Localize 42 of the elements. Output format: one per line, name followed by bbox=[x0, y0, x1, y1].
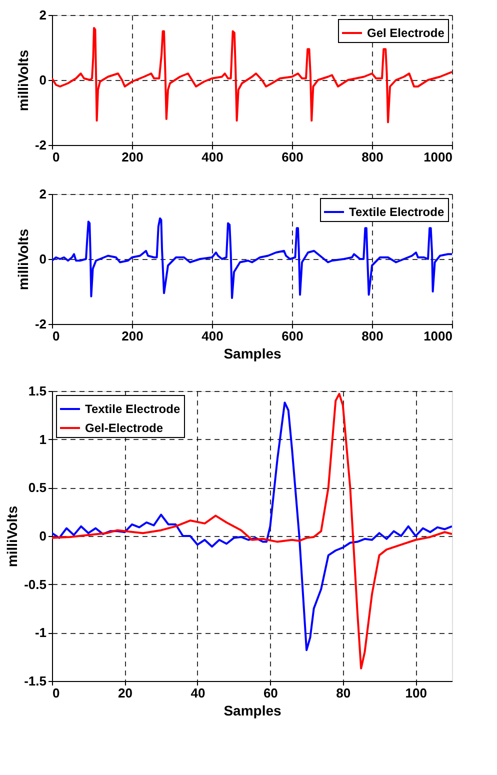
line-series bbox=[52, 27, 452, 124]
x-tick-label: 20 bbox=[118, 686, 132, 700]
x-tick-label: 600 bbox=[282, 150, 304, 164]
y-axis-title: milliVolts bbox=[14, 228, 31, 290]
y-tick-label: 1.5 bbox=[28, 384, 46, 398]
y-tick-label: 2 bbox=[39, 8, 46, 22]
x-tick-label: 40 bbox=[190, 686, 206, 700]
y-tick-label: -1.5 bbox=[24, 674, 46, 688]
x-tick-label: 400 bbox=[202, 150, 224, 164]
x-tick-label: 1000 bbox=[424, 328, 452, 344]
x-tick-label: 800 bbox=[362, 328, 384, 344]
y-tick-label: -0.5 bbox=[24, 576, 46, 592]
y-axis-title: milliVolts bbox=[14, 50, 31, 112]
y-tick-label: -2 bbox=[34, 316, 46, 332]
y-axis-title: milliVolts bbox=[4, 506, 20, 568]
x-tick-label: 80 bbox=[336, 686, 351, 700]
y-tick-label: 1 bbox=[39, 432, 46, 447]
legend-label: Textile Electrode bbox=[349, 205, 444, 219]
x-tick-label: 0 bbox=[52, 150, 60, 164]
y-tick-label: 2 bbox=[39, 186, 46, 202]
x-tick-label: 200 bbox=[122, 150, 144, 164]
x-tick-label: 60 bbox=[263, 686, 278, 700]
x-tick-label: 100 bbox=[405, 686, 427, 700]
x-tick-label: 400 bbox=[202, 328, 224, 344]
x-tick-label: 0 bbox=[52, 686, 60, 700]
y-tick-label: -1 bbox=[34, 625, 46, 640]
y-tick-label: 0.5 bbox=[28, 480, 46, 496]
y-tick-label: 0 bbox=[39, 72, 46, 88]
x-tick-label: 800 bbox=[362, 150, 384, 164]
legend-label: Textile Electrode bbox=[85, 402, 180, 416]
x-axis-title: Samples bbox=[224, 346, 282, 362]
line-series bbox=[52, 217, 452, 299]
x-tick-label: 200 bbox=[122, 328, 144, 344]
y-tick-label: 0 bbox=[39, 528, 46, 544]
x-tick-label: 0 bbox=[52, 328, 60, 344]
x-tick-label: 1000 bbox=[424, 150, 452, 164]
x-axis-title: Samples bbox=[224, 702, 282, 718]
x-tick-label: 600 bbox=[282, 328, 304, 344]
legend-label: Gel Electrode bbox=[367, 26, 445, 40]
legend-label: Gel-Electrode bbox=[85, 421, 164, 435]
y-tick-label: -2 bbox=[34, 138, 46, 152]
y-tick-label: 0 bbox=[39, 252, 46, 266]
